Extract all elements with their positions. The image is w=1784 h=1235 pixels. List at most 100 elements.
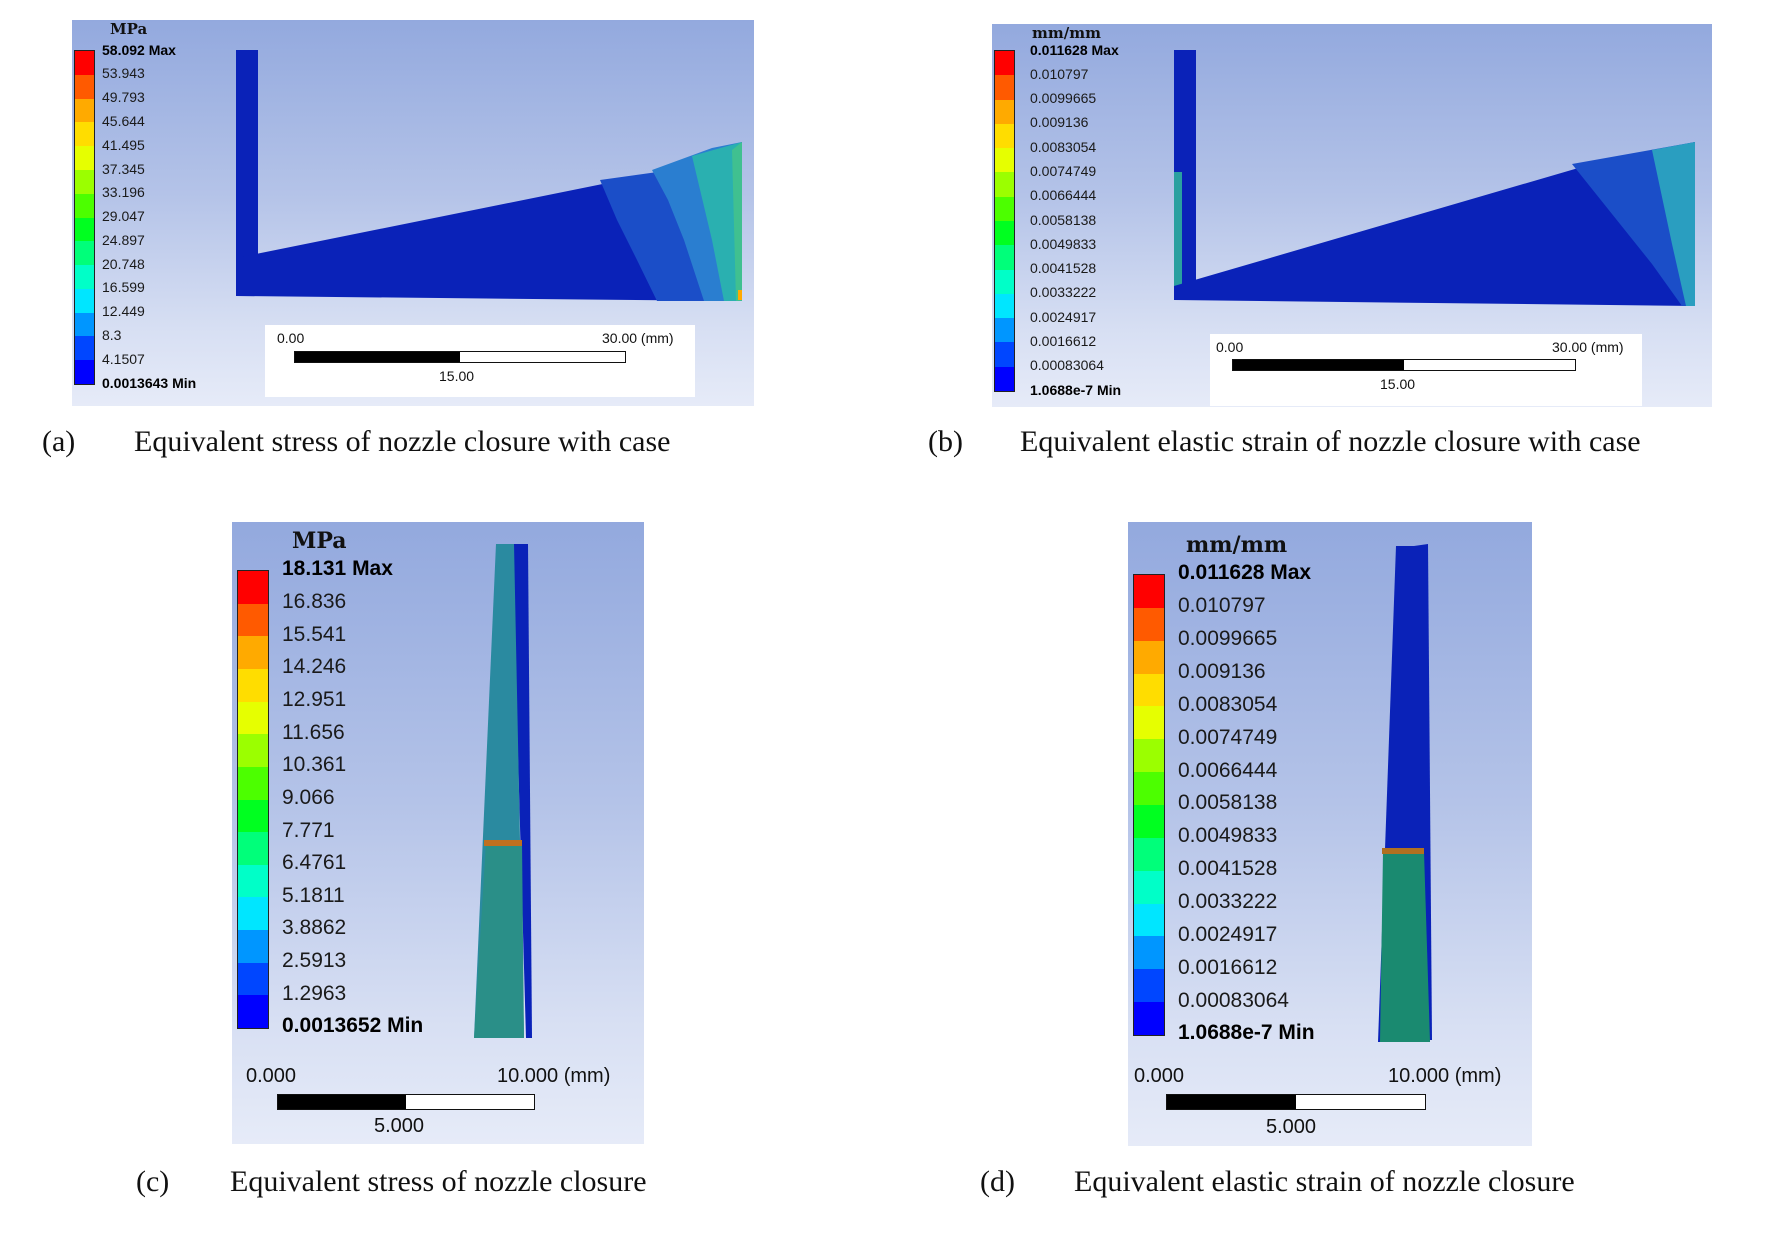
legend-label: 29.047 [102,208,145,225]
legend-swatch [238,930,268,964]
caption-label: (b) [928,425,963,458]
legend-label: 6.4761 [282,851,347,875]
model-view [236,50,742,301]
stress-gradient-4 [732,142,742,301]
color-legend-bar [237,570,269,1029]
legend-label: 0.0083054 [1178,692,1278,716]
legend-label: 0.0099665 [1030,90,1097,107]
caption-text: Equivalent elastic strain of nozzle clos… [1020,425,1641,458]
scale-left-label: 0.00 [1216,339,1244,355]
legend-swatch [238,636,268,670]
hot-spot [738,290,742,300]
contour-panel-c: MPa 18.131 Max 16.836 15.541 14.246 12.951 11… [232,522,644,1144]
legend-swatch [75,288,94,314]
legend-swatch [995,172,1014,198]
legend-swatch [238,571,268,605]
legend-label: 0.0074749 [1030,163,1097,180]
scale-left-label: 0.000 [1134,1065,1185,1087]
model-front-lower [474,842,524,1038]
legend-swatch [75,98,94,123]
legend-swatch [995,342,1014,368]
legend-label: 16.836 [282,590,347,614]
stress-hot-band [484,840,522,846]
legend-swatch [1134,575,1164,609]
legend-swatch [75,241,94,266]
legend-swatch [995,148,1014,173]
model-wedge [1174,142,1695,306]
legend-label: 0.0049833 [1178,824,1278,848]
legend-swatch [75,312,94,337]
legend-label: 0.0041528 [1030,260,1097,277]
legend-swatch [1134,969,1164,1003]
legend-label: 18.131 Max [282,557,393,581]
legend-label: 0.0083054 [1030,138,1097,155]
legend-label: 16.599 [102,279,145,296]
legend-label: 0.00083064 [1030,357,1104,374]
caption-text: Equivalent stress of nozzle closure with… [134,425,671,458]
legend-swatch [238,897,268,931]
legend-swatch [995,318,1014,343]
legend-swatch [1134,805,1164,839]
legend-label: 0.010797 [1178,594,1266,618]
legend-label: 0.0058138 [1030,211,1097,228]
legend-label: 0.0066444 [1030,187,1097,204]
legend-swatch [995,196,1014,222]
legend-label: 15.541 [282,622,347,646]
legend-label: 53.943 [102,65,145,82]
legend-swatch [238,701,268,735]
legend-label: 1.0688e-7 Min [1178,1021,1315,1045]
legend-swatch [1134,936,1164,970]
stress-gradient-3 [692,142,742,301]
legend-swatch [75,217,94,242]
scale-right-label: 10.000 (mm) [497,1065,611,1087]
legend-label: 0.009136 [1030,114,1089,131]
legend-label: 5.1811 [282,883,345,907]
caption-label: (a) [42,425,76,458]
legend-label: 0.0033222 [1030,284,1097,301]
legend-swatch [1134,739,1164,773]
legend-label: 9.066 [282,785,335,809]
caption-b: (b) Equivalent elastic strain of nozzle c… [928,425,1641,459]
legend-label: 0.0066444 [1178,758,1278,782]
legend-label: 20.748 [102,255,145,272]
legend-swatch [1134,673,1164,707]
legend-swatch [238,668,268,703]
model-front-lower [1380,852,1430,1042]
legend-label: 14.246 [282,655,347,679]
legend-label: 24.897 [102,231,145,248]
legend-swatch [75,336,94,361]
legend-label: 0.00083064 [1178,988,1289,1012]
legend-swatch [75,74,94,100]
legend-label: 0.0049833 [1030,235,1097,252]
model-view [1378,544,1432,1042]
scale-left-label: 0.000 [246,1065,297,1087]
scale-mid-label: 15.00 [1380,376,1416,392]
legend-swatch [238,832,268,866]
contour-panel-a: MPa 58.092 Max 53.943 49.793 45.644 41.495 37… [72,20,754,406]
legend-swatch [995,221,1014,246]
legend-swatch [238,799,268,833]
legend-swatch [995,123,1014,149]
legend-label: 0.009136 [1178,659,1266,683]
scale-left-label: 0.00 [277,330,305,346]
legend-label: 0.0041528 [1178,857,1278,881]
legend-swatch [238,603,268,637]
legend-swatch [1134,903,1164,937]
legend-label: 33.196 [102,184,145,201]
strain-hot-band [1382,848,1424,854]
legend-label: 0.010797 [1030,65,1089,82]
legend-swatch [1134,706,1164,740]
legend-label: 49.793 [102,89,145,106]
scale-bar [277,1094,535,1110]
caption-text: Equivalent elastic strain of nozzle clos… [1074,1165,1575,1198]
legend-swatch [238,962,268,996]
legend-swatch [995,366,1014,392]
legend-swatch [995,269,1014,295]
caption-label: (d) [980,1165,1015,1198]
legend-label: 11.656 [282,720,345,744]
legend-label: 37.345 [102,160,145,177]
unit-label: mm/mm [1186,532,1288,558]
legend-label: 0.0099665 [1178,627,1278,651]
model-view [474,544,532,1038]
color-legend-bar [74,50,95,385]
